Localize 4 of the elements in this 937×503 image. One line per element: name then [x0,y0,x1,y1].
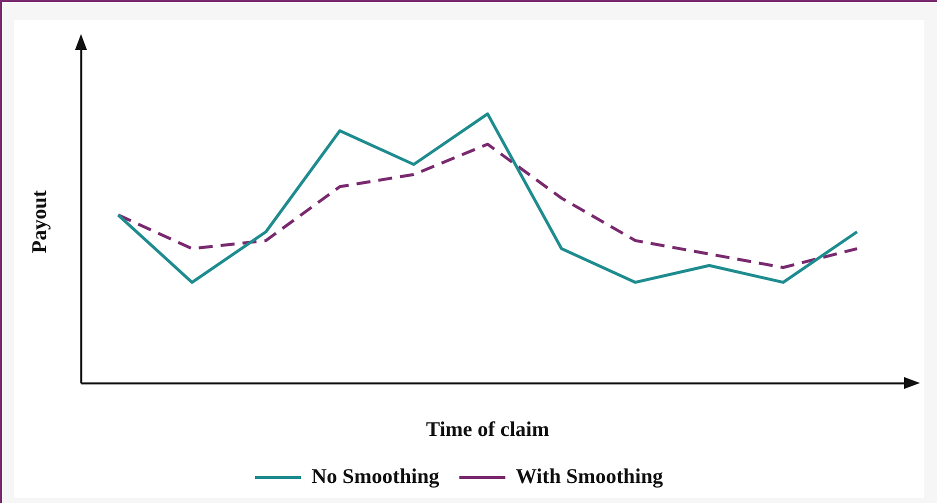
legend-label: No Smoothing [311,464,440,488]
x-axis-title: Time of claim [426,416,550,441]
y-axis-title: Payout [27,190,52,254]
legend-label: With Smoothing [516,464,664,488]
